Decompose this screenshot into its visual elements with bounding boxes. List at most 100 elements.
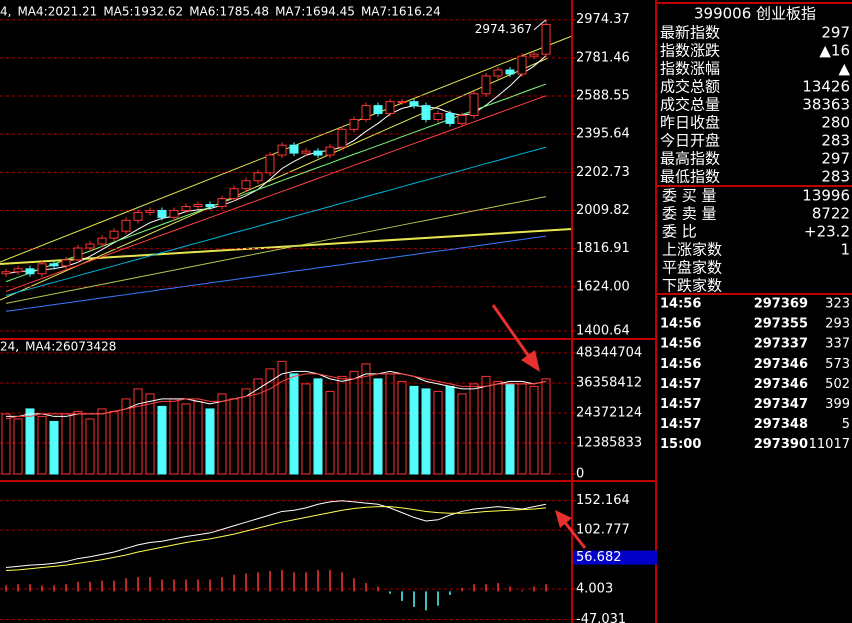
volume-bar (265, 368, 275, 475)
y-tick-label: 1400.64 (576, 323, 630, 338)
volume-bar (505, 383, 515, 475)
volume-bar (445, 385, 455, 475)
tick-volume: 573 (825, 357, 850, 372)
tick-time: 14:57 (660, 377, 701, 392)
candle-body (13, 268, 23, 273)
legend-entry: MA4:26073428 (25, 340, 116, 354)
annotation-leader (533, 19, 547, 31)
volume-bar (241, 388, 251, 475)
candle-body (97, 237, 107, 245)
volume-bar (97, 408, 107, 475)
candle-body (25, 268, 35, 275)
candle-body (289, 144, 299, 154)
candle-body (61, 259, 71, 267)
volume-bar (529, 385, 539, 475)
cursor-value-label: 56.682 (576, 550, 622, 565)
y-tick-label: 152.164 (576, 493, 630, 508)
quote-title: 399006 创业板指 (694, 5, 816, 23)
candle-body (85, 243, 95, 249)
volume-bar (133, 388, 143, 475)
ma-line (5, 235, 547, 312)
y-tick-label: 48344704 (576, 346, 642, 361)
volume-bar (373, 378, 383, 475)
candle-body (397, 101, 407, 104)
arrow (561, 519, 587, 549)
volume-bar (157, 405, 167, 475)
order-label: 上涨家数 (662, 241, 722, 259)
high-annotation: 2974.367 (475, 22, 532, 36)
candle-body (253, 172, 263, 182)
y-tick-label: 4.003 (576, 581, 613, 596)
candle-body (445, 113, 455, 124)
volume-bar (37, 415, 47, 475)
tick-volume: 502 (825, 377, 850, 392)
volume-bar (433, 390, 443, 475)
volume-bar (541, 378, 551, 475)
tick-volume: 323 (825, 297, 850, 312)
volume-bar (85, 418, 95, 475)
volume-ma-line (5, 373, 547, 420)
volume-bar (349, 370, 359, 475)
y-tick-label: -47.031 (576, 612, 626, 623)
candle-body (457, 115, 467, 124)
volume-bar (289, 373, 299, 475)
volume-bar (457, 393, 467, 475)
arrows (491, 304, 587, 549)
tick-time: 14:57 (660, 397, 701, 412)
y-tick-label: 2395.64 (576, 127, 630, 142)
order-label: 下跌家数 (662, 277, 722, 295)
legend-entry: MA7:1694.45 (275, 5, 355, 19)
candle-body (505, 69, 515, 75)
stat-value: ▲16 (819, 42, 850, 60)
candle-body (385, 101, 395, 115)
volume-bar (397, 380, 407, 475)
tick-volume: 293 (825, 317, 850, 332)
y-tick-label: 36358412 (576, 376, 642, 391)
tick-price: 297337 (754, 337, 808, 352)
candle-body (145, 209, 155, 213)
volume-bar (181, 403, 191, 475)
legend-entry: MA4:2021.21 (17, 5, 97, 19)
candle-body (37, 263, 47, 275)
candle-body (217, 198, 227, 207)
volume-bar (313, 378, 323, 475)
stat-label: 指数涨跌 (660, 42, 720, 60)
volume-bar (205, 408, 215, 475)
tick-time: 14:56 (660, 317, 701, 332)
tick-price: 297355 (754, 317, 808, 332)
stat-label: 今日开盘 (660, 132, 720, 150)
tick-price: 297390 (754, 437, 808, 452)
tick-price: 297348 (754, 417, 808, 432)
y-tick-label: 2781.46 (576, 50, 630, 65)
tick-volume: 5 (842, 417, 850, 432)
stat-value: 13426 (802, 78, 850, 96)
tick-time: 14:56 (660, 337, 701, 352)
candle-body (133, 211, 143, 221)
candle-body (469, 93, 479, 117)
candle-body (169, 209, 179, 218)
stat-value: 297 (821, 24, 850, 42)
candle-body (421, 105, 431, 120)
order-label: 委 买 量 (662, 187, 717, 205)
candle-body (121, 219, 131, 232)
y-tick-label: 2202.73 (576, 165, 630, 180)
candle-body (205, 204, 215, 207)
y-tick-label: 12385833 (576, 436, 642, 451)
volume-bar (25, 408, 35, 475)
candle-body (517, 55, 527, 75)
tick-price: 297347 (754, 397, 808, 412)
stat-value: 38363 (802, 96, 850, 114)
legend-entry: MA7:1616.24 (361, 5, 441, 19)
order-label: 委 比 (662, 223, 697, 241)
volume-bar (361, 363, 371, 475)
tick-time: 14:57 (660, 417, 701, 432)
candle-body (193, 204, 203, 207)
y-tick-label: 1816.91 (576, 241, 630, 256)
y-tick-label: 102.777 (576, 523, 630, 538)
ma-line (5, 146, 547, 296)
candle-body (241, 180, 251, 190)
tick-time: 14:56 (660, 297, 701, 312)
candle-body (433, 113, 443, 120)
stat-value: ▲ (838, 60, 850, 78)
